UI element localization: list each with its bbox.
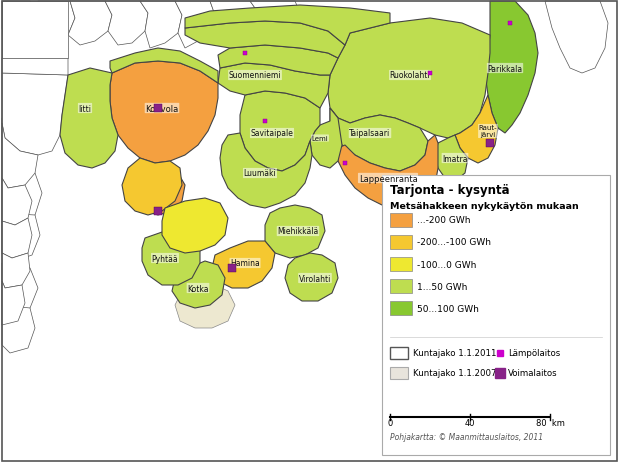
Text: Kuntajako 1.1.2011: Kuntajako 1.1.2011 [413,349,496,358]
Text: Kotka: Kotka [188,284,209,293]
Polygon shape [2,305,35,353]
Polygon shape [285,253,338,301]
Polygon shape [185,22,345,59]
Bar [390,367,408,379]
Bar [390,279,412,294]
Text: 50...100 GWh: 50...100 GWh [417,304,479,313]
Text: Pyhtää: Pyhtää [152,254,178,263]
Polygon shape [60,69,118,169]
Polygon shape [2,59,68,76]
Text: Pohjakartta: © Maanmittauslaitos, 2011: Pohjakartta: © Maanmittauslaitos, 2011 [390,432,543,441]
Polygon shape [68,2,112,46]
Polygon shape [38,2,75,44]
Polygon shape [140,2,182,49]
Polygon shape [2,282,25,325]
Polygon shape [265,206,325,258]
Bar [390,347,408,359]
Polygon shape [2,219,32,258]
Text: Tarjonta - kysyntä: Tarjonta - kysyntä [390,184,509,197]
Text: Voimalaitos: Voimalaitos [508,369,558,378]
Polygon shape [2,119,40,174]
Polygon shape [310,109,342,169]
Text: Hamina: Hamina [230,259,260,268]
Polygon shape [175,285,235,328]
Text: Savitaipale: Savitaipale [251,129,293,138]
Text: Kuntajako 1.1.2007: Kuntajako 1.1.2007 [413,369,496,378]
Polygon shape [172,262,225,308]
Text: 0: 0 [387,418,392,427]
Text: Parikkala: Parikkala [487,64,522,73]
Text: Virolahti: Virolahti [299,274,331,283]
Text: ...-200 GWh: ...-200 GWh [417,216,470,225]
Polygon shape [435,136,468,181]
Bar [390,236,412,250]
Polygon shape [2,179,32,225]
Polygon shape [2,2,42,54]
Polygon shape [218,46,338,76]
Polygon shape [220,134,312,208]
Polygon shape [218,64,330,109]
Text: Miehikkälä: Miehikkälä [277,227,319,236]
Polygon shape [212,242,275,288]
Text: Lämpölaitos: Lämpölaitos [508,349,560,358]
Bar [390,213,412,227]
Bar [390,257,412,271]
Bar [390,301,412,315]
Text: Imatra: Imatra [442,154,468,163]
Polygon shape [2,263,38,315]
Polygon shape [185,6,390,46]
Text: -200...-100 GWh: -200...-100 GWh [417,238,491,247]
Text: Raut-
järvi: Raut- järvi [478,125,497,138]
Text: Suomenniemi: Suomenniemi [229,71,281,80]
Text: Luumäki: Luumäki [244,169,276,178]
Polygon shape [162,199,228,253]
Polygon shape [2,124,38,188]
Text: 80  km: 80 km [535,418,565,427]
Text: Iitti: Iitti [79,104,92,113]
Text: Lemi: Lemi [311,136,328,142]
Polygon shape [175,2,215,49]
Polygon shape [138,169,185,216]
Polygon shape [240,92,320,172]
Polygon shape [545,2,608,74]
Text: 1...50 GWh: 1...50 GWh [417,282,467,291]
Text: Kouvola: Kouvola [145,104,179,113]
Polygon shape [110,49,218,84]
Polygon shape [328,19,490,139]
Text: Ruokolahti: Ruokolahti [390,71,430,80]
Polygon shape [250,2,300,39]
Polygon shape [105,2,148,46]
Polygon shape [2,213,40,262]
Text: Metsähakkeen nykykäytön mukaan: Metsähakkeen nykykäytön mukaan [390,201,579,211]
Polygon shape [142,232,200,285]
Polygon shape [210,2,260,46]
Text: Taipalsaari: Taipalsaari [349,129,391,138]
Polygon shape [2,74,68,156]
Polygon shape [2,166,42,221]
Text: Lappeenranta: Lappeenranta [358,174,417,183]
Polygon shape [485,2,538,134]
Polygon shape [338,136,438,208]
Polygon shape [2,253,30,288]
Polygon shape [110,62,218,163]
Polygon shape [122,159,182,216]
Text: -100...0 GWh: -100...0 GWh [417,260,477,269]
Bar [382,175,610,455]
Polygon shape [2,2,68,59]
Polygon shape [455,96,498,163]
Polygon shape [330,109,428,172]
Text: 40: 40 [465,418,475,427]
